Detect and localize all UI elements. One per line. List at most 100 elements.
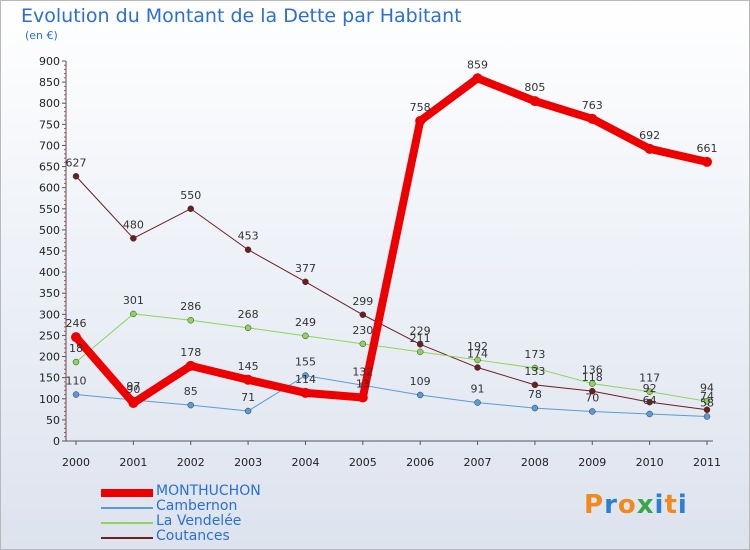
data-label: 18 <box>69 342 83 355</box>
data-label: 758 <box>410 101 431 114</box>
legend-swatch <box>101 537 153 539</box>
x-tick-label: 2004 <box>291 456 319 469</box>
data-point <box>416 391 424 399</box>
logo-letter: o <box>617 490 637 520</box>
data-label: 13 <box>356 378 370 391</box>
data-point <box>302 332 309 340</box>
data-point <box>130 310 137 318</box>
data-label: 453 <box>238 230 259 243</box>
data-point <box>130 235 137 242</box>
y-tick-label: 200 <box>39 351 60 364</box>
x-tick-label: 2002 <box>177 456 205 469</box>
data-point <box>244 407 252 415</box>
data-point <box>357 392 368 403</box>
data-label: 97 <box>126 380 140 393</box>
data-point <box>72 173 80 180</box>
data-label: 246 <box>66 317 87 330</box>
y-tick-label: 700 <box>39 139 60 152</box>
data-point <box>72 358 80 366</box>
y-tick-label: 900 <box>39 55 60 68</box>
data-label: 118 <box>582 371 603 384</box>
logo-letter: P <box>584 490 605 520</box>
y-tick-label: 650 <box>39 161 60 174</box>
data-label: 155 <box>295 356 316 369</box>
data-label: 286 <box>180 300 201 313</box>
data-point <box>703 406 711 414</box>
data-label: 117 <box>639 372 660 385</box>
data-point <box>644 143 655 154</box>
data-label: 377 <box>295 262 316 275</box>
data-point <box>300 387 311 398</box>
data-point <box>244 246 252 253</box>
y-tick-label: 500 <box>39 224 60 237</box>
data-label: 230 <box>352 324 373 337</box>
data-label: 661 <box>697 142 718 155</box>
y-tick-label: 450 <box>39 245 60 258</box>
data-label: 627 <box>66 156 87 169</box>
legend-label: MONTHUCHON <box>156 483 261 499</box>
proxiti-logo: Proxiti <box>584 490 688 520</box>
data-label: 173 <box>524 348 545 361</box>
x-tick-label: 2003 <box>234 456 262 469</box>
data-point <box>646 388 653 395</box>
data-point <box>531 381 539 389</box>
legend-label: La Vendelée <box>156 513 242 529</box>
data-label: 268 <box>238 308 259 321</box>
data-label: 174 <box>467 348 488 361</box>
x-tick-label: 2010 <box>636 456 664 469</box>
y-tick-label: 800 <box>39 97 60 110</box>
data-label: 94 <box>700 381 714 394</box>
data-label: 480 <box>123 218 144 231</box>
data-point <box>243 374 254 385</box>
data-point <box>589 380 596 387</box>
x-tick-label: 2000 <box>62 456 90 469</box>
x-tick-label: 2007 <box>464 456 492 469</box>
data-point <box>589 387 596 395</box>
series-line-coutances <box>75 175 708 411</box>
x-tick-label: 2001 <box>119 456 147 469</box>
data-label: 211 <box>410 332 431 345</box>
series-line-cambernon <box>75 375 708 418</box>
data-point <box>587 113 598 124</box>
data-label: 229 <box>410 324 431 337</box>
y-tick-label: 750 <box>39 118 60 131</box>
data-point <box>72 391 80 398</box>
data-label: 145 <box>238 360 259 373</box>
data-point <box>646 410 653 418</box>
data-point <box>185 360 196 371</box>
data-point <box>472 73 483 84</box>
data-label: 114 <box>295 373 316 386</box>
legend-swatch <box>101 489 153 497</box>
data-point <box>703 398 711 405</box>
data-point <box>302 372 309 379</box>
data-label: 299 <box>352 295 373 308</box>
data-point <box>415 115 426 126</box>
data-point <box>531 404 539 412</box>
data-label: 91 <box>471 383 485 396</box>
x-tick-label: 2009 <box>578 456 606 469</box>
chart-subtitle: (en €) <box>25 29 58 42</box>
chart-title: Evolution du Montant de la Dette par Hab… <box>21 5 462 27</box>
data-label: 178 <box>180 346 201 359</box>
data-label: 109 <box>410 375 431 388</box>
data-label: 132 <box>352 365 373 378</box>
data-point <box>128 398 139 408</box>
logo-letter: t <box>664 490 678 520</box>
data-label: 550 <box>180 189 201 202</box>
data-label: 78 <box>528 388 542 401</box>
data-label: 74 <box>700 390 714 403</box>
y-tick-label: 100 <box>39 393 60 406</box>
y-tick-label: 300 <box>39 308 60 321</box>
y-tick-label: 250 <box>39 329 60 342</box>
data-point <box>531 364 539 372</box>
y-tick-label: 350 <box>39 287 60 300</box>
y-tick-label: 150 <box>39 372 60 385</box>
data-point <box>302 278 309 286</box>
data-label: 64 <box>643 394 657 407</box>
x-tick-label: 2005 <box>349 456 377 469</box>
data-point <box>187 316 194 324</box>
data-point <box>416 348 424 356</box>
data-label: 301 <box>123 294 144 307</box>
data-point <box>529 96 540 107</box>
